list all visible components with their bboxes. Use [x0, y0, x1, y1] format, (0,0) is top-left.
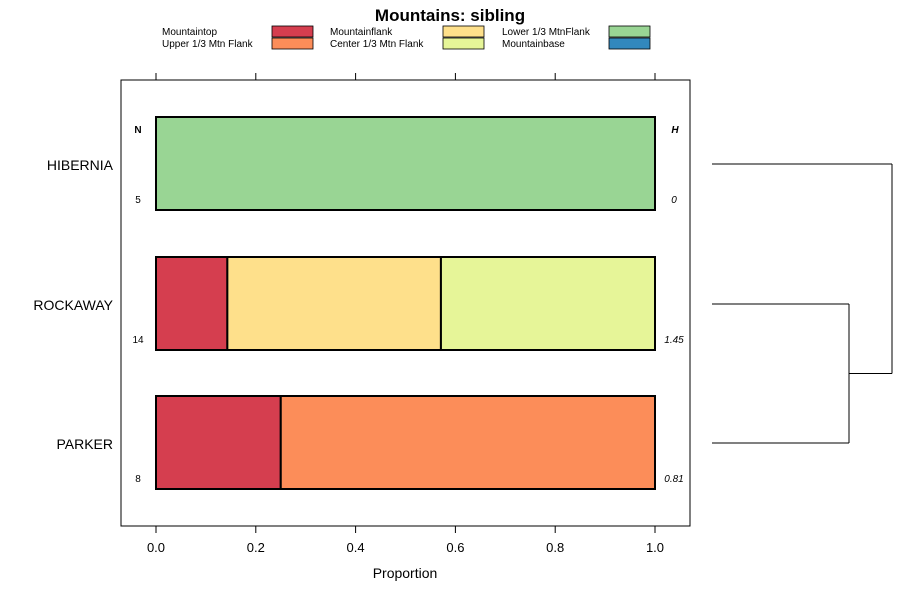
bar-row-rockaway: ROCKAWAY 14 1.45 — [33, 256, 684, 351]
bar-segment-parker-upper-1-3-mtn-flank — [279, 395, 656, 490]
h-header: H — [671, 125, 679, 136]
legend-label-upper-1-3-mtn-flank: Upper 1/3 Mtn Flank — [162, 39, 254, 50]
legend-label-lower-1-3-mtnflank: Lower 1/3 MtnFlank — [502, 27, 591, 38]
x-tick-label: 0.4 — [347, 540, 365, 555]
h-value-hibernia: 0 — [671, 195, 677, 206]
n-value-parker: 8 — [135, 474, 141, 485]
x-tick-label: 0.2 — [247, 540, 265, 555]
bar-segment-rockaway-center-1-3-mtn-flank — [439, 256, 656, 351]
x-axis-title: Proportion — [373, 565, 438, 581]
bar-segment-parker-mountaintop — [155, 395, 282, 490]
n-header: N — [134, 125, 141, 136]
legend-swatch-mountainflank — [442, 25, 485, 38]
legend-swatch-mountainbase — [608, 37, 651, 50]
n-value-hibernia: 5 — [135, 195, 141, 206]
plot-frame — [120, 79, 691, 527]
bar-row-parker: PARKER 8 0.81 — [56, 395, 684, 490]
bar-segment-hibernia-lower-1-3-mtnflank — [155, 116, 656, 211]
legend-label-mountaintop: Mountaintop — [162, 27, 217, 38]
legend-swatch-center-1-3-mtn-flank — [442, 37, 485, 50]
category-label-hibernia: HIBERNIA — [47, 157, 114, 173]
legend-label-mountainflank: Mountainflank — [330, 27, 393, 38]
x-tick-label: 0.0 — [147, 540, 165, 555]
dendrogram — [712, 163, 893, 444]
bar-row-hibernia: HIBERNIA 5 0 — [47, 116, 677, 211]
x-tick-label: 0.6 — [446, 540, 464, 555]
bar-segment-rockaway-mountainflank — [226, 256, 442, 351]
category-label-parker: PARKER — [56, 436, 113, 452]
bars: HIBERNIA 5 0 ROCKAWAY 14 1.45 PARKER 8 0.81 — [33, 116, 684, 490]
n-value-rockaway: 14 — [132, 335, 144, 346]
legend-swatch-lower-1-3-mtnflank — [608, 25, 651, 38]
x-tick-label: 1.0 — [646, 540, 664, 555]
category-label-rockaway: ROCKAWAY — [33, 297, 113, 313]
bar-segment-rockaway-mountaintop — [155, 256, 229, 351]
x-axis: 0.0 0.2 0.4 0.6 0.8 1.0 — [147, 73, 664, 555]
h-value-rockaway: 1.45 — [664, 335, 684, 346]
legend-swatch-mountaintop — [271, 25, 314, 38]
legend-swatch-upper-1-3-mtn-flank — [271, 37, 314, 50]
legend-label-center-1-3-mtn-flank: Center 1/3 Mtn Flank — [330, 39, 424, 50]
h-value-parker: 0.81 — [664, 474, 683, 485]
x-tick-label: 0.8 — [546, 540, 564, 555]
legend-label-mountainbase: Mountainbase — [502, 39, 565, 50]
chart-title: Mountains: sibling — [375, 6, 525, 25]
